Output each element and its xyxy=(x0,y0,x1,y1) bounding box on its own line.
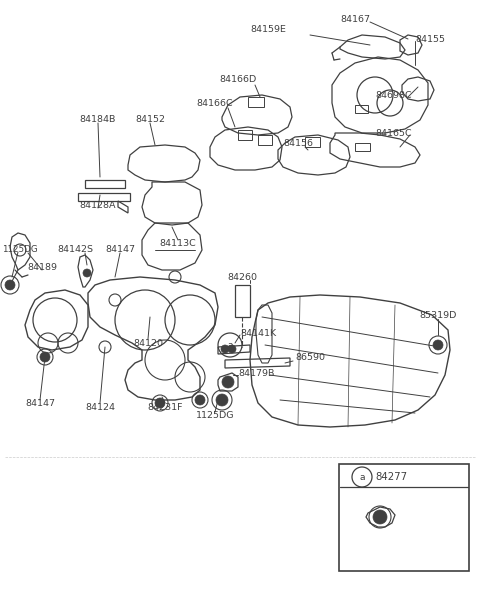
Text: 84156: 84156 xyxy=(283,139,313,148)
Text: 84147: 84147 xyxy=(105,246,135,255)
Circle shape xyxy=(373,510,387,524)
Text: 84124: 84124 xyxy=(85,402,115,412)
Circle shape xyxy=(433,340,443,350)
Text: 84152: 84152 xyxy=(135,114,165,124)
Text: 84179B: 84179B xyxy=(238,368,275,377)
Text: a: a xyxy=(227,340,233,349)
Text: 84167: 84167 xyxy=(340,14,370,23)
Text: 84166D: 84166D xyxy=(219,74,257,83)
Text: 84159E: 84159E xyxy=(250,24,286,33)
Circle shape xyxy=(216,394,228,406)
Text: 84166C: 84166C xyxy=(197,99,233,108)
Text: 84128A: 84128A xyxy=(80,201,116,209)
Text: 84231F: 84231F xyxy=(147,402,183,412)
Text: 84147: 84147 xyxy=(25,399,55,408)
Text: 84141K: 84141K xyxy=(240,328,276,337)
Text: 84165C: 84165C xyxy=(375,129,412,137)
Text: 85319D: 85319D xyxy=(420,311,456,320)
Circle shape xyxy=(5,280,15,290)
Circle shape xyxy=(228,345,236,353)
Text: a: a xyxy=(359,472,365,481)
Text: 84120: 84120 xyxy=(133,339,163,347)
Text: 84142S: 84142S xyxy=(57,246,93,255)
Text: 86590: 86590 xyxy=(295,352,325,362)
Text: 1125DG: 1125DG xyxy=(196,411,234,419)
Text: 84184B: 84184B xyxy=(80,114,116,124)
Text: 84155: 84155 xyxy=(415,35,445,43)
Circle shape xyxy=(40,352,50,362)
Circle shape xyxy=(195,395,205,405)
Circle shape xyxy=(221,345,229,353)
Text: 84113C: 84113C xyxy=(160,239,196,248)
Text: 84277: 84277 xyxy=(375,472,407,482)
Circle shape xyxy=(222,376,234,388)
Text: 84189: 84189 xyxy=(27,262,57,271)
Circle shape xyxy=(155,398,165,408)
Text: 84260: 84260 xyxy=(227,273,257,281)
Text: 1125DG: 1125DG xyxy=(2,246,37,255)
Text: 84698C: 84698C xyxy=(375,90,412,99)
Circle shape xyxy=(83,269,91,277)
